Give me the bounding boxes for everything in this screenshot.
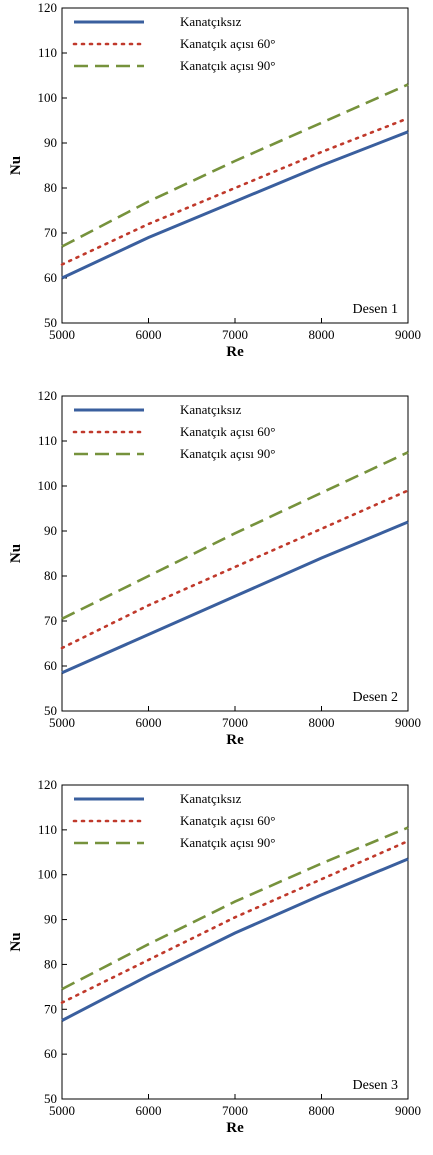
y-tick-label: 90 bbox=[44, 135, 57, 150]
series-line-1 bbox=[61, 520, 409, 675]
y-tick-label: 110 bbox=[38, 45, 57, 60]
chart-panel-2: 50 60 70 80 90 100 110 120 5000 6000 7000 8000 9000 R… bbox=[8, 388, 421, 748]
y-tick-label: 50 bbox=[44, 1091, 57, 1106]
x-tick-label: 9000 bbox=[395, 715, 421, 730]
x-axis-title: Re bbox=[226, 732, 244, 748]
legend: Kanatçıksız Kanatçık açısı 60° Kanatçık aç… bbox=[72, 402, 275, 461]
series-line-3 bbox=[61, 451, 409, 620]
y-tick-label: 100 bbox=[38, 478, 58, 493]
y-tick-label: 100 bbox=[38, 90, 58, 105]
legend-label-3: Kanatçık açısı 90° bbox=[180, 446, 275, 461]
series-line-3 bbox=[61, 83, 409, 248]
x-tick-label: 5000 bbox=[49, 1103, 75, 1118]
y-tick-label: 90 bbox=[44, 523, 57, 538]
plot-frame bbox=[61, 784, 409, 1100]
y-tick-label: 80 bbox=[44, 568, 57, 583]
y-axis-title: Nu bbox=[8, 932, 24, 951]
x-tick-label: 6000 bbox=[136, 715, 162, 730]
y-tick-label: 70 bbox=[44, 613, 57, 628]
y-tick-label: 80 bbox=[44, 956, 57, 971]
panel-annotation: Desen 1 bbox=[353, 302, 399, 317]
chart-panel-3: 50 60 70 80 90 100 110 120 5000 6000 7000 8000 9000 R… bbox=[8, 777, 421, 1136]
y-tick-label: 60 bbox=[44, 270, 57, 285]
series-line-3 bbox=[61, 826, 409, 991]
series-line-1 bbox=[61, 130, 409, 280]
chart-panel-1: 50 60 70 80 90 100 110 120 5000 6000 7000 8000 9000 R… bbox=[8, 0, 421, 360]
legend-label-2: Kanatçık açısı 60° bbox=[180, 36, 275, 51]
y-tick-label: 110 bbox=[38, 822, 57, 837]
y-tick-label: 70 bbox=[44, 1001, 57, 1016]
series-line-1 bbox=[61, 857, 409, 1022]
legend-label-2: Kanatçık açısı 60° bbox=[180, 424, 275, 439]
x-tick-label: 5000 bbox=[49, 715, 75, 730]
y-axis-title: Nu bbox=[8, 544, 24, 563]
y-tick-label: 120 bbox=[38, 0, 58, 15]
x-axis-title: Re bbox=[226, 1120, 244, 1136]
series-line-2 bbox=[60, 117, 410, 266]
x-tick-label: 5000 bbox=[49, 327, 75, 342]
y-tick-label: 120 bbox=[38, 777, 58, 792]
x-tick-label: 7000 bbox=[222, 715, 248, 730]
y-tick-label: 50 bbox=[44, 703, 57, 718]
x-tick-label: 9000 bbox=[395, 327, 421, 342]
y-tick-label: 70 bbox=[44, 225, 57, 240]
legend-label-3: Kanatçık açısı 90° bbox=[180, 58, 275, 73]
plot-frame bbox=[61, 395, 409, 712]
x-tick-label: 6000 bbox=[136, 1103, 162, 1118]
y-tick-label: 60 bbox=[44, 658, 57, 673]
legend-label-1: Kanatçıksız bbox=[180, 402, 242, 417]
series-line-2 bbox=[60, 489, 410, 650]
x-tick-label: 9000 bbox=[395, 1103, 421, 1118]
legend-label-1: Kanatçıksız bbox=[180, 791, 242, 806]
y-tick-label: 100 bbox=[38, 867, 58, 882]
x-tick-label: 8000 bbox=[309, 715, 335, 730]
legend-label-1: Kanatçıksız bbox=[180, 14, 242, 29]
x-tick-label: 6000 bbox=[136, 327, 162, 342]
series-line-2 bbox=[60, 839, 410, 1004]
y-tick-label: 120 bbox=[38, 388, 58, 403]
x-tick-label: 7000 bbox=[222, 1103, 248, 1118]
legend-label-2: Kanatçık açısı 60° bbox=[180, 813, 275, 828]
y-axis-title: Nu bbox=[8, 156, 24, 175]
y-tick-label: 60 bbox=[44, 1046, 57, 1061]
x-axis-title: Re bbox=[226, 344, 244, 360]
legend: Kanatçıksız Kanatçık açısı 60° Kanatçık aç… bbox=[72, 791, 275, 850]
legend: Kanatçıksız Kanatçık açısı 60° Kanatçık aç… bbox=[72, 14, 275, 73]
y-tick-label: 110 bbox=[38, 433, 57, 448]
panel-annotation: Desen 3 bbox=[353, 1078, 399, 1093]
plot-frame bbox=[61, 7, 409, 324]
y-tick-label: 90 bbox=[44, 912, 57, 927]
panel-annotation: Desen 2 bbox=[353, 690, 399, 705]
x-tick-label: 7000 bbox=[222, 327, 248, 342]
y-tick-label: 80 bbox=[44, 180, 57, 195]
legend-label-3: Kanatçık açısı 90° bbox=[180, 835, 275, 850]
x-tick-label: 8000 bbox=[309, 327, 335, 342]
y-tick-label: 50 bbox=[44, 315, 57, 330]
x-tick-label: 8000 bbox=[309, 1103, 335, 1118]
